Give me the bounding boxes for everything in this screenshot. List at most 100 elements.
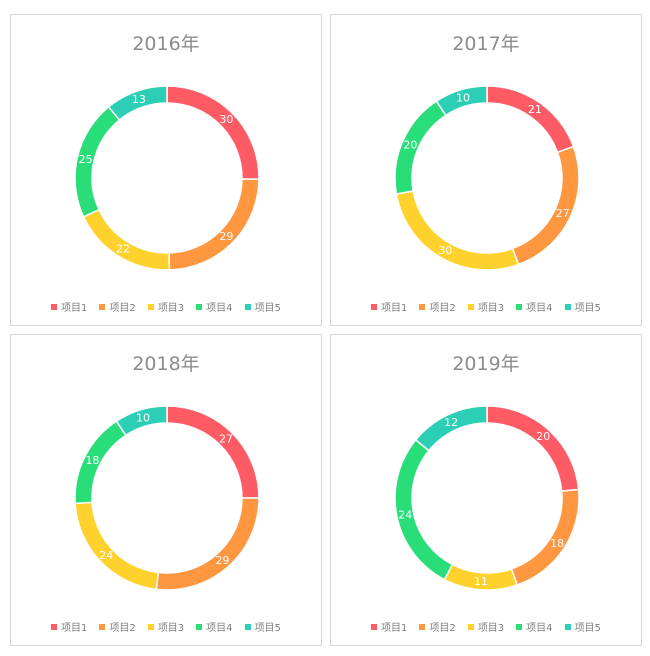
legend-swatch — [51, 624, 58, 630]
slice-value-label: 27 — [219, 432, 233, 445]
donut-slice-4 — [74, 420, 127, 505]
legend-item-5: 项目5 — [244, 299, 281, 314]
legend-swatch — [564, 624, 571, 630]
legend-swatch — [467, 624, 474, 630]
legend-label: 项目2 — [109, 623, 136, 634]
legend-swatch — [371, 304, 378, 310]
donut-slice-5 — [107, 85, 168, 122]
legend-label: 项目1 — [381, 623, 408, 634]
legend-swatch — [99, 304, 106, 310]
legend-item-1: 项目1 — [371, 299, 407, 314]
legend-label: 项目1 — [61, 623, 88, 634]
legend: 项目1 项目2 项目3 项目4 项目5 — [11, 619, 321, 634]
slice-value-label: 24 — [99, 549, 113, 562]
legend-swatch — [196, 624, 203, 630]
slice-value-label: 12 — [444, 416, 458, 429]
donut-slice-2 — [511, 145, 580, 266]
legend-swatch — [371, 624, 378, 630]
legend-item-4: 项目4 — [516, 619, 553, 634]
legend-swatch — [51, 304, 58, 310]
legend-swatch — [516, 304, 523, 310]
legend-item-2: 项目2 — [419, 299, 456, 314]
legend-swatch — [147, 304, 154, 310]
donut-slice-5 — [435, 85, 488, 117]
donut-slice-1 — [166, 405, 260, 499]
legend-label: 项目4 — [526, 303, 553, 314]
chart-panel-2017: 2017年 21 27 30 20 10 项目1 项目2 项目3 项目4 项目5 — [330, 14, 642, 326]
donut-slice-2 — [168, 178, 260, 271]
chart-panel-2016: 2016年 30 29 22 25 13 项目1 项目2 项目3 项目4 项目5 — [10, 14, 322, 326]
donut-slice-3 — [82, 208, 171, 271]
legend-item-1: 项目1 — [371, 619, 407, 634]
legend-swatch — [419, 624, 426, 630]
legend-swatch — [244, 304, 251, 310]
donut-slice-2 — [510, 488, 580, 586]
legend-item-4: 项目4 — [516, 299, 553, 314]
chart-title: 2019年 — [452, 353, 520, 375]
legend-label: 项目1 — [381, 303, 408, 314]
slice-value-label: 18 — [85, 454, 99, 467]
donut-chart: 30 29 22 25 13 — [74, 85, 260, 271]
legend-item-4: 项目4 — [196, 299, 233, 314]
legend-swatch — [244, 624, 251, 630]
donut-slice-3 — [395, 190, 520, 271]
slice-value-label: 10 — [136, 412, 150, 425]
legend: 项目1 项目2 项目3 项目4 项目5 — [331, 619, 641, 634]
donut-slice-1 — [486, 405, 580, 492]
legend-item-5: 项目5 — [244, 619, 281, 634]
donut-chart: 20 18 11 24 12 — [394, 405, 580, 591]
legend-item-3: 项目3 — [147, 619, 185, 634]
legend-item-3: 项目3 — [467, 299, 505, 314]
legend-swatch — [419, 304, 426, 310]
legend-label: 项目2 — [109, 303, 136, 314]
legend-swatch — [564, 304, 571, 310]
donut-slice-5 — [115, 405, 168, 437]
legend-swatch — [99, 624, 106, 630]
slice-value-label: 21 — [528, 103, 542, 116]
legend-item-1: 项目1 — [51, 619, 87, 634]
legend-item-2: 项目2 — [419, 619, 456, 634]
legend-label: 项目4 — [206, 303, 233, 314]
chart-panel-2018: 2018年 27 29 24 18 10 项目1 项目2 项目3 项目4 项目5 — [10, 334, 322, 646]
slice-value-label: 24 — [398, 508, 412, 521]
legend-label: 项目5 — [254, 623, 281, 634]
legend-item-5: 项目5 — [564, 299, 601, 314]
chart-title: 2017年 — [452, 33, 520, 55]
legend-swatch — [147, 624, 154, 630]
donut-slice-2 — [155, 497, 260, 591]
donut-slice-5 — [414, 405, 488, 452]
donut-slice-1 — [486, 85, 575, 154]
slice-value-label: 10 — [456, 92, 470, 105]
legend-item-5: 项目5 — [564, 619, 601, 634]
legend-label: 项目4 — [206, 623, 233, 634]
legend-item-2: 项目2 — [99, 619, 136, 634]
slice-value-label: 20 — [403, 138, 417, 151]
chart-panel-2019: 2019年 20 18 11 24 12 项目1 项目2 项目3 项目4 项目5 — [330, 334, 642, 646]
slice-value-label: 13 — [132, 93, 146, 106]
legend: 项目1 项目2 项目3 项目4 项目5 — [331, 299, 641, 314]
legend-swatch — [196, 304, 203, 310]
donut-slice-3 — [74, 501, 160, 591]
legend-item-1: 项目1 — [51, 299, 87, 314]
chart-title: 2018年 — [132, 353, 200, 375]
slice-value-label: 11 — [474, 575, 488, 588]
legend-swatch — [467, 304, 474, 310]
slice-value-label: 30 — [219, 113, 233, 126]
chart-title: 2016年 — [132, 33, 200, 55]
legend-item-3: 项目3 — [467, 619, 504, 634]
legend-label: 项目3 — [157, 623, 185, 634]
legend-label: 项目2 — [429, 623, 456, 634]
legend-label: 项目4 — [526, 623, 553, 634]
donut-slice-1 — [166, 85, 260, 180]
legend-label: 项目5 — [254, 303, 281, 314]
slice-value-label: 20 — [536, 430, 550, 443]
slice-value-label: 27 — [556, 207, 570, 220]
legend-label: 项目3 — [477, 303, 505, 314]
legend-item-2: 项目2 — [99, 299, 136, 314]
slice-value-label: 18 — [550, 537, 564, 550]
donut-chart: 27 29 24 18 10 — [74, 405, 260, 591]
legend-label: 项目2 — [429, 303, 456, 314]
slice-value-label: 25 — [79, 153, 93, 166]
legend-item-3: 项目3 — [147, 299, 184, 314]
slice-value-label: 29 — [216, 554, 230, 567]
